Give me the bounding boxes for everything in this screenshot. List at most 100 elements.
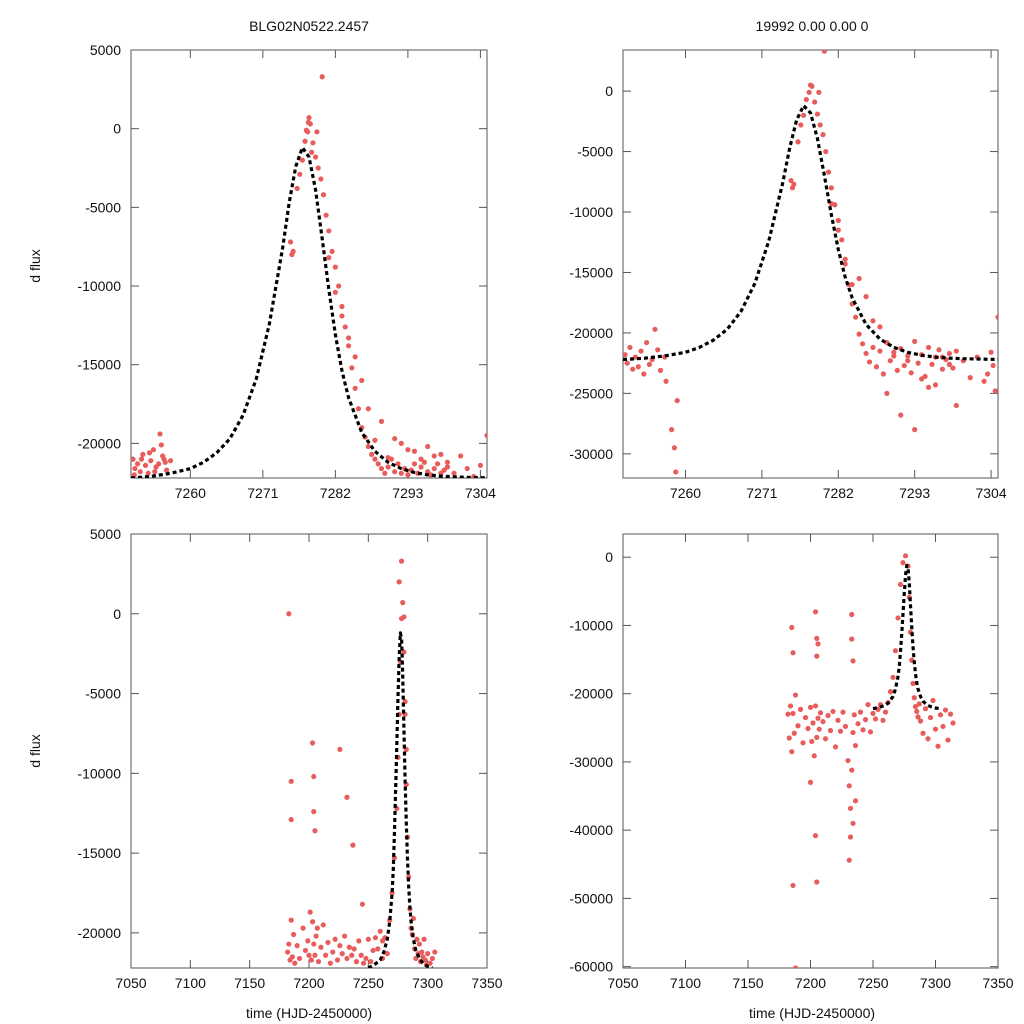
data-point (870, 318, 876, 324)
data-point (345, 343, 352, 349)
data-point (932, 382, 939, 388)
data-point (339, 303, 345, 310)
data-point (915, 714, 921, 720)
data-point (792, 692, 799, 698)
data-point (809, 738, 815, 745)
data-point (940, 723, 946, 730)
y-tick-label: -15000 (77, 845, 121, 861)
x-tick-label: 7100 (175, 975, 206, 991)
data-point (981, 378, 987, 384)
y-tick-label: -10000 (569, 617, 613, 633)
data-point (306, 952, 312, 958)
data-point (850, 658, 856, 664)
plot-area (623, 50, 998, 475)
data-point (318, 176, 324, 182)
data-point (134, 461, 141, 467)
x-tick-label: 7304 (975, 485, 1006, 501)
x-tick-label: 7300 (920, 975, 951, 991)
data-point (787, 703, 794, 709)
data-point (856, 275, 862, 282)
data-point (802, 714, 809, 721)
data-point (332, 936, 338, 942)
data-point (337, 746, 343, 753)
y-tick-label: -10000 (77, 765, 121, 781)
data-point (992, 388, 998, 394)
panel-title: BLG02N0522.2457 (249, 18, 369, 34)
panel-bottom-left: d flux time (HJD-2450000) 7050 7100 7150 72… (27, 526, 503, 1021)
data-point (862, 717, 869, 723)
data-point (817, 710, 824, 716)
data-point (425, 443, 431, 450)
y-tick-label: 0 (605, 549, 613, 565)
data-point (846, 783, 852, 789)
y-tick-label: -5000 (85, 199, 121, 215)
data-point (624, 360, 630, 366)
data-point (842, 256, 848, 262)
data-point (164, 467, 170, 473)
data-point (358, 952, 364, 958)
x-tick-label: 7050 (607, 975, 638, 991)
data-point (823, 148, 829, 155)
data-point (365, 443, 371, 450)
data-point (160, 453, 166, 459)
y-tick-label: -20000 (569, 686, 613, 702)
data-point (352, 354, 358, 360)
data-point (401, 649, 407, 655)
y-tick-label: -10000 (569, 204, 613, 220)
data-point (425, 951, 431, 957)
data-point (349, 365, 355, 371)
data-point (132, 465, 138, 472)
data-point (148, 458, 154, 464)
y-tick-label: -40000 (569, 822, 613, 838)
data-point (352, 385, 358, 391)
data-point (791, 181, 797, 187)
data-point (157, 431, 163, 437)
data-point (911, 695, 917, 701)
data-point (429, 955, 436, 962)
data-point (901, 362, 907, 369)
data-point (825, 712, 831, 719)
data-point (395, 461, 401, 467)
x-tick-label: 7300 (412, 975, 443, 991)
data-point (785, 711, 791, 717)
data-point (422, 957, 428, 963)
data-point (375, 461, 381, 467)
data-point (805, 725, 811, 732)
data-point (332, 289, 338, 295)
data-point (919, 376, 925, 382)
data-point (392, 469, 398, 475)
data-point (790, 710, 796, 717)
data-point (342, 324, 348, 330)
data-point (146, 450, 153, 456)
data-point (925, 344, 932, 351)
y-tick-label: -5000 (85, 686, 121, 702)
data-point (850, 729, 856, 736)
data-point (847, 805, 854, 811)
data-point (401, 614, 407, 620)
data-point (349, 952, 355, 958)
model-curve (872, 563, 941, 711)
y-tick-label: -25000 (569, 385, 613, 401)
data-point (792, 965, 799, 968)
data-point (138, 456, 145, 462)
data-point (296, 955, 303, 962)
data-point (414, 936, 420, 942)
data-point (405, 472, 411, 478)
data-point (873, 364, 880, 370)
data-point (309, 149, 315, 155)
data-point (370, 947, 376, 954)
plot-frame (622, 49, 999, 479)
data-point (384, 951, 390, 957)
data-point (925, 384, 932, 390)
data-point (892, 648, 899, 654)
data-point (320, 922, 326, 928)
y-tick-label: -15000 (77, 357, 121, 373)
data-point (344, 955, 350, 962)
data-point (815, 641, 821, 647)
x-tick-label: 7293 (899, 485, 930, 501)
data-point (816, 89, 822, 95)
data-point (835, 717, 841, 723)
data-point (312, 952, 318, 958)
data-point (845, 757, 851, 764)
data-point (814, 111, 821, 117)
